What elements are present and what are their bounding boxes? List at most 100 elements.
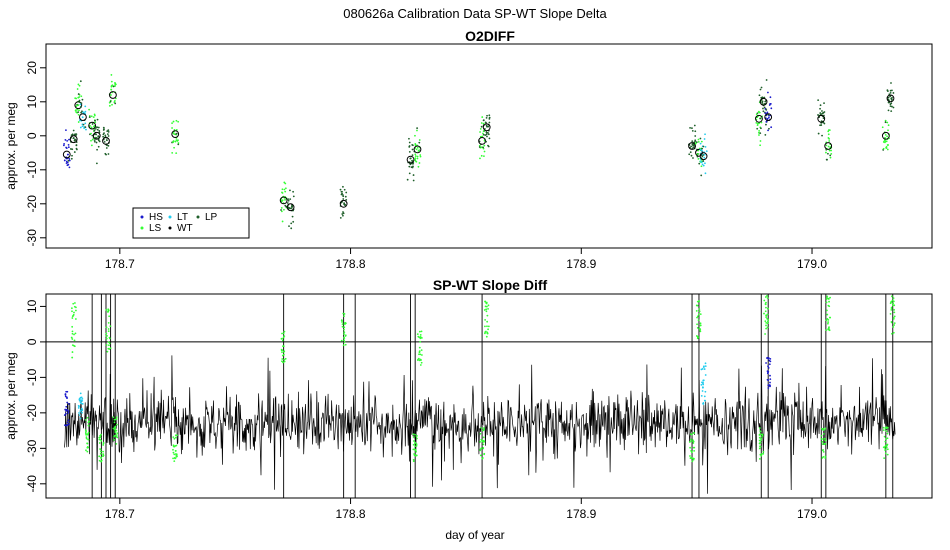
slope-diff-y-tick-label: -10	[25, 368, 39, 386]
slope-diff-point	[829, 316, 831, 319]
o2diff-point	[820, 120, 823, 123]
o2diff-point	[342, 195, 345, 198]
o2diff-point	[699, 148, 702, 151]
slope-diff-point	[73, 345, 76, 348]
slope-diff-point	[281, 354, 284, 357]
o2diff-point	[280, 199, 283, 202]
o2diff-point	[290, 205, 293, 208]
slope-diff-point	[486, 332, 489, 334]
slope-diff-point	[71, 351, 74, 353]
slope-diff-point	[102, 444, 105, 446]
o2diff-point	[109, 100, 112, 103]
slope-diff-point	[826, 295, 829, 298]
o2diff-point	[83, 127, 86, 130]
o2diff-point	[102, 129, 105, 131]
slope-diff-x-tick-label: 179.0	[797, 507, 827, 521]
o2diff-point	[885, 146, 888, 149]
o2diff-point	[889, 105, 892, 108]
o2diff-point	[414, 134, 416, 137]
slope-diff-point	[282, 332, 285, 335]
o2diff-point	[703, 156, 706, 159]
o2diff-point	[280, 207, 283, 209]
o2diff-point	[114, 102, 117, 105]
o2diff-point	[62, 144, 65, 147]
slope-diff-point	[107, 310, 110, 313]
o2diff-point	[84, 105, 87, 108]
slope-diff-point	[482, 429, 485, 432]
slope-diff-point	[891, 332, 893, 335]
o2diff-point	[414, 144, 417, 146]
slope-diff-point	[175, 453, 178, 456]
slope-diff-point	[699, 328, 702, 331]
o2diff-point	[884, 141, 886, 144]
slope-diff-point	[412, 440, 415, 442]
o2diff-point	[769, 103, 772, 105]
o2diff-point	[689, 151, 692, 154]
o2diff-point	[96, 118, 99, 121]
o2diff-point	[78, 109, 80, 112]
slope-diff-point	[481, 456, 484, 459]
o2diff-point	[342, 211, 344, 213]
o2diff-point	[485, 131, 488, 134]
legend-label-ls: LS	[149, 223, 162, 234]
o2diff-point	[703, 153, 706, 156]
slope-diff-point	[87, 431, 90, 434]
o2diff-point	[886, 89, 889, 92]
o2diff-point	[828, 149, 831, 152]
o2diff-point	[819, 104, 822, 107]
slope-diff-point	[822, 450, 825, 453]
slope-diff-point	[702, 379, 705, 382]
o2diff-mean-marker	[699, 152, 708, 161]
o2diff-point	[416, 129, 418, 132]
slope-diff-point	[79, 409, 82, 412]
slope-diff-point	[86, 446, 89, 449]
o2diff-point	[172, 120, 175, 123]
o2diff-point	[819, 124, 821, 127]
o2diff-point	[74, 139, 77, 141]
slope-diff-point	[412, 436, 415, 439]
o2diff-point	[827, 152, 829, 155]
o2diff-point	[762, 110, 765, 113]
slope-diff-point	[344, 343, 347, 346]
o2diff-point	[418, 139, 421, 141]
o2diff-mean-marker	[74, 101, 83, 110]
o2diff-point	[284, 198, 286, 201]
slope-diff-point	[695, 335, 698, 337]
slope-diff-point	[107, 328, 110, 330]
slope-diff-point	[892, 304, 894, 307]
slope-diff-point	[415, 435, 418, 438]
o2diff-point	[887, 101, 890, 104]
o2diff-point	[177, 143, 180, 146]
o2diff-point	[885, 140, 888, 143]
o2diff-point	[98, 140, 101, 143]
o2diff-point	[281, 188, 284, 191]
o2diff-point	[412, 165, 414, 168]
slope-diff-point	[696, 304, 699, 307]
o2diff-point	[289, 198, 292, 201]
o2diff-point	[106, 133, 109, 136]
slope-diff-point	[113, 435, 116, 438]
o2diff-point	[414, 157, 417, 160]
o2diff-point	[416, 155, 419, 158]
o2diff-x-tick-label: 178.8	[336, 257, 366, 271]
o2diff-point	[106, 139, 108, 142]
slope-diff-point	[419, 364, 422, 366]
o2diff-point	[172, 140, 175, 143]
legend-label-lt: LT	[177, 212, 188, 223]
slope-diff-point	[890, 306, 893, 309]
o2diff-point	[886, 144, 889, 146]
slope-diff-point	[885, 438, 888, 440]
o2diff-point	[484, 134, 487, 137]
o2diff-point	[67, 159, 70, 162]
o2diff-point	[702, 164, 705, 167]
o2diff-point	[828, 137, 831, 140]
slope-diff-point	[99, 452, 102, 455]
o2diff-point	[71, 148, 74, 151]
slope-diff-point	[702, 366, 705, 369]
o2diff-point	[483, 128, 486, 130]
slope-diff-point	[414, 448, 417, 451]
slope-diff-point	[341, 321, 343, 323]
o2diff-point	[759, 144, 762, 147]
slope-diff-point	[758, 447, 761, 450]
o2diff-mean-marker	[279, 196, 288, 205]
